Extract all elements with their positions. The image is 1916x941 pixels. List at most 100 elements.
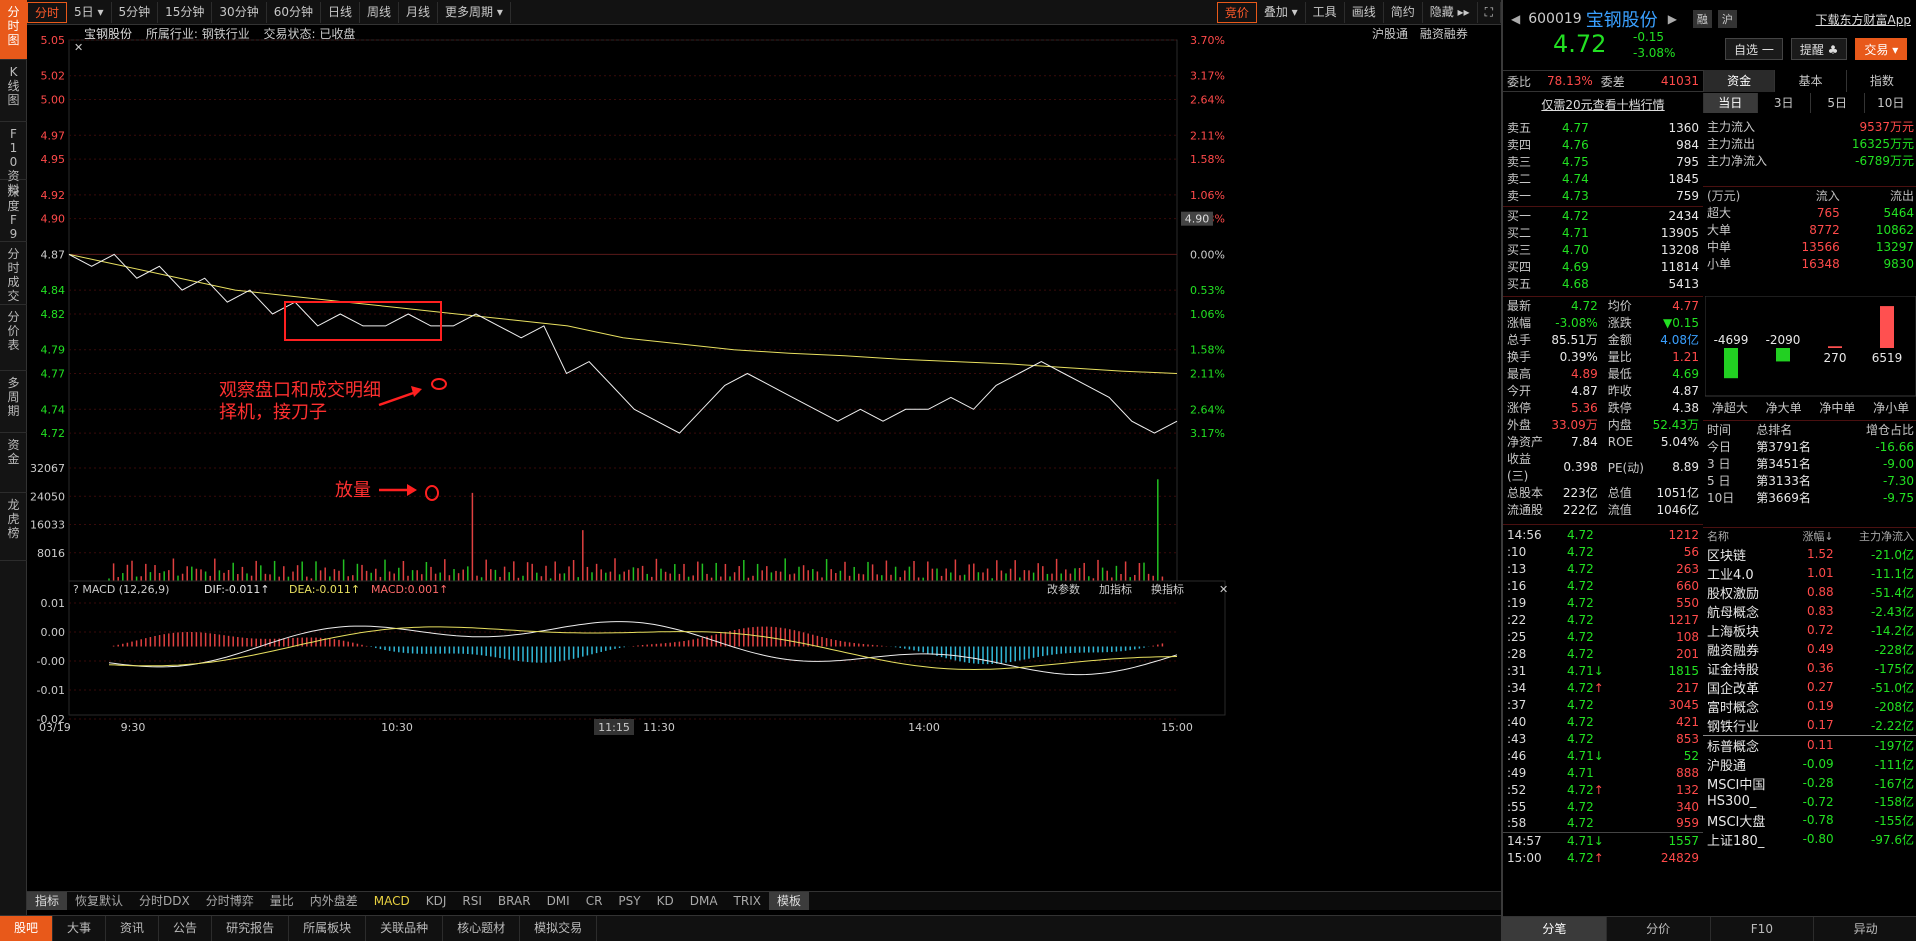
trade-button[interactable]: 交易 ▾	[1855, 38, 1908, 60]
indicator-tab-9[interactable]: BRAR	[497, 894, 531, 908]
indicator-tab-10[interactable]: DMI	[546, 894, 570, 908]
next-stock-icon[interactable]: ▶	[1667, 12, 1677, 26]
indicator-tab-16[interactable]: 模板	[768, 892, 809, 910]
bottom-tab-6[interactable]: 关联品种	[366, 916, 444, 941]
bottom-tab-0[interactable]: 股吧	[0, 916, 54, 941]
sector-row[interactable]: 沪股通 -0.09 -111亿	[1703, 755, 1916, 774]
bottom-tab-5[interactable]: 所属板块	[289, 916, 367, 941]
sector-row[interactable]: 上海板块 0.72 -14.2亿	[1703, 621, 1916, 640]
sector-row[interactable]: 融资融券 0.49 -228亿	[1703, 640, 1916, 659]
sector-row[interactable]: 航母概念 0.83 -2.43亿	[1703, 602, 1916, 621]
sector-name[interactable]: 股权激励	[1707, 586, 1760, 602]
sector-row[interactable]: 工业4.0 1.01 -11.1亿	[1703, 564, 1916, 583]
macd-button-2[interactable]: 换指标	[1151, 582, 1184, 596]
sector-row[interactable]: 上证180_ -0.80 -97.6亿	[1703, 830, 1916, 849]
alert-button[interactable]: 提醒 ♣	[1790, 38, 1848, 60]
indicator-tab-3[interactable]: 分时博弈	[205, 894, 254, 908]
fund-period-2[interactable]: 5日	[1811, 93, 1865, 113]
quote-bottom-tab-0[interactable]: 分笔	[1503, 917, 1607, 941]
quote-bottom-tab-3[interactable]: 异动	[1814, 917, 1916, 941]
indicator-tab-12[interactable]: PSY	[618, 894, 641, 908]
sector-head-cell[interactable]: 涨幅↓	[1802, 530, 1834, 544]
sector-name[interactable]: 标普概念	[1707, 739, 1760, 755]
quote-bottom-tab-2[interactable]: F10	[1711, 917, 1815, 941]
close-icon[interactable]: ✕	[74, 41, 83, 54]
indicator-tab-14[interactable]: DMA	[689, 894, 718, 908]
fund-period-1[interactable]: 3日	[1758, 93, 1811, 113]
intraday-chart[interactable]: 5.05 3.70% 5.02 3.17% 5.00 2.64% 4.97 2.11% 4.95…	[27, 25, 1501, 891]
sector-name[interactable]: 上证180_	[1707, 833, 1765, 849]
toolbar-right-1[interactable]: 叠加 ▾	[1257, 2, 1306, 23]
toolbar-right-4[interactable]: 简约	[1384, 2, 1423, 23]
fund-tab-0[interactable]: 资金	[1704, 70, 1776, 92]
quote-bottom-tab-1[interactable]: 分价	[1607, 917, 1711, 941]
sector-name[interactable]: HS300_	[1707, 794, 1757, 809]
sector-name[interactable]: MSCI中国	[1707, 777, 1766, 793]
indicator-tab-6[interactable]: MACD	[373, 894, 410, 908]
sector-row[interactable]: 钢铁行业 0.17 -2.22亿	[1703, 716, 1916, 736]
indicator-tab-4[interactable]: 量比	[269, 894, 294, 908]
level2-notice[interactable]: 仅需20元查看十档行情	[1541, 98, 1665, 112]
sector-name[interactable]: 证金持股	[1707, 662, 1760, 678]
bottom-tab-3[interactable]: 公告	[159, 916, 213, 941]
sector-row[interactable]: 富时概念 0.19 -208亿	[1703, 697, 1916, 716]
sector-row[interactable]: 国企改革 0.27 -51.0亿	[1703, 678, 1916, 697]
indicator-tab-11[interactable]: CR	[585, 894, 603, 908]
vnav-item-0[interactable]: 分时图	[0, 0, 27, 60]
period-tab-3[interactable]: 15分钟	[158, 1, 213, 23]
period-tab-5[interactable]: 60分钟	[267, 1, 321, 23]
period-tab-1[interactable]: 5日 ▾	[67, 1, 112, 23]
indicator-tab-1[interactable]: 恢复默认	[75, 894, 124, 908]
indicator-tab-7[interactable]: KDJ	[425, 894, 447, 908]
indicator-tab-15[interactable]: TRIX	[733, 894, 761, 908]
fund-period-0[interactable]: 当日	[1704, 93, 1758, 113]
indicator-tab-0[interactable]: 指标	[27, 892, 68, 910]
macd-close-icon[interactable]: ✕	[1219, 583, 1228, 596]
macd-button-1[interactable]: 加指标	[1099, 582, 1132, 596]
indicator-tab-13[interactable]: KD	[656, 894, 674, 908]
sector-name[interactable]: 国企改革	[1707, 681, 1760, 697]
sector-name[interactable]: 工业4.0	[1707, 567, 1754, 583]
sector-name[interactable]: 融资融券	[1707, 643, 1760, 659]
bottom-tab-1[interactable]: 大事	[53, 916, 107, 941]
sector-name[interactable]: 钢铁行业	[1707, 719, 1760, 735]
toolbar-right-2[interactable]: 工具	[1306, 2, 1345, 23]
toolbar-right-3[interactable]: 画线	[1345, 2, 1384, 23]
fund-tab-2[interactable]: 指数	[1847, 70, 1916, 92]
maximize-icon[interactable]: ⛶	[1478, 2, 1501, 23]
bottom-tab-7[interactable]: 核心题材	[443, 916, 521, 941]
vnav-item-8[interactable]: 龙虎榜	[0, 493, 27, 561]
sector-name[interactable]: 上海板块	[1707, 624, 1760, 640]
fund-period-3[interactable]: 10日	[1865, 93, 1916, 113]
bottom-tab-4[interactable]: 研究报告	[212, 916, 290, 941]
period-tab-2[interactable]: 5分钟	[112, 1, 159, 23]
period-tab-7[interactable]: 周线	[360, 1, 400, 23]
sector-name[interactable]: 航母概念	[1707, 605, 1760, 621]
bottom-tab-2[interactable]: 资讯	[106, 916, 160, 941]
fund-tab-1[interactable]: 基本	[1775, 70, 1847, 92]
period-tab-0[interactable]: 分时	[27, 1, 68, 23]
bottom-tab-8[interactable]: 模拟交易	[520, 916, 598, 941]
vnav-item-5[interactable]: 分价表	[0, 305, 27, 371]
period-tab-4[interactable]: 30分钟	[212, 1, 267, 23]
add-watchlist-button[interactable]: 自选 一	[1725, 38, 1783, 60]
sector-head-cell[interactable]: 主力净流入	[1859, 530, 1914, 544]
sector-row[interactable]: 股权激励 0.88 -51.4亿	[1703, 583, 1916, 602]
sector-row[interactable]: 证金持股 0.36 -175亿	[1703, 659, 1916, 678]
sector-row[interactable]: HS300_ -0.72 -158亿	[1703, 793, 1916, 811]
download-app-link[interactable]: 下载东方财富App	[1815, 12, 1911, 27]
period-tab-6[interactable]: 日线	[321, 1, 360, 23]
sector-name[interactable]: MSCI大盘	[1707, 814, 1766, 830]
toolbar-right-5[interactable]: 隐藏 ▸▸	[1423, 2, 1478, 23]
indicator-tab-8[interactable]: RSI	[462, 894, 482, 908]
sector-name[interactable]: 区块链	[1707, 548, 1747, 564]
vnav-item-4[interactable]: 分时成交	[0, 242, 27, 305]
period-tab-8[interactable]: 月线	[399, 1, 439, 23]
sector-name[interactable]: 富时概念	[1707, 700, 1760, 716]
sector-row[interactable]: MSCI大盘 -0.78 -155亿	[1703, 811, 1916, 830]
indicator-tab-5[interactable]: 内外盘差	[309, 894, 358, 908]
macd-button-0[interactable]: 改参数	[1047, 582, 1080, 596]
